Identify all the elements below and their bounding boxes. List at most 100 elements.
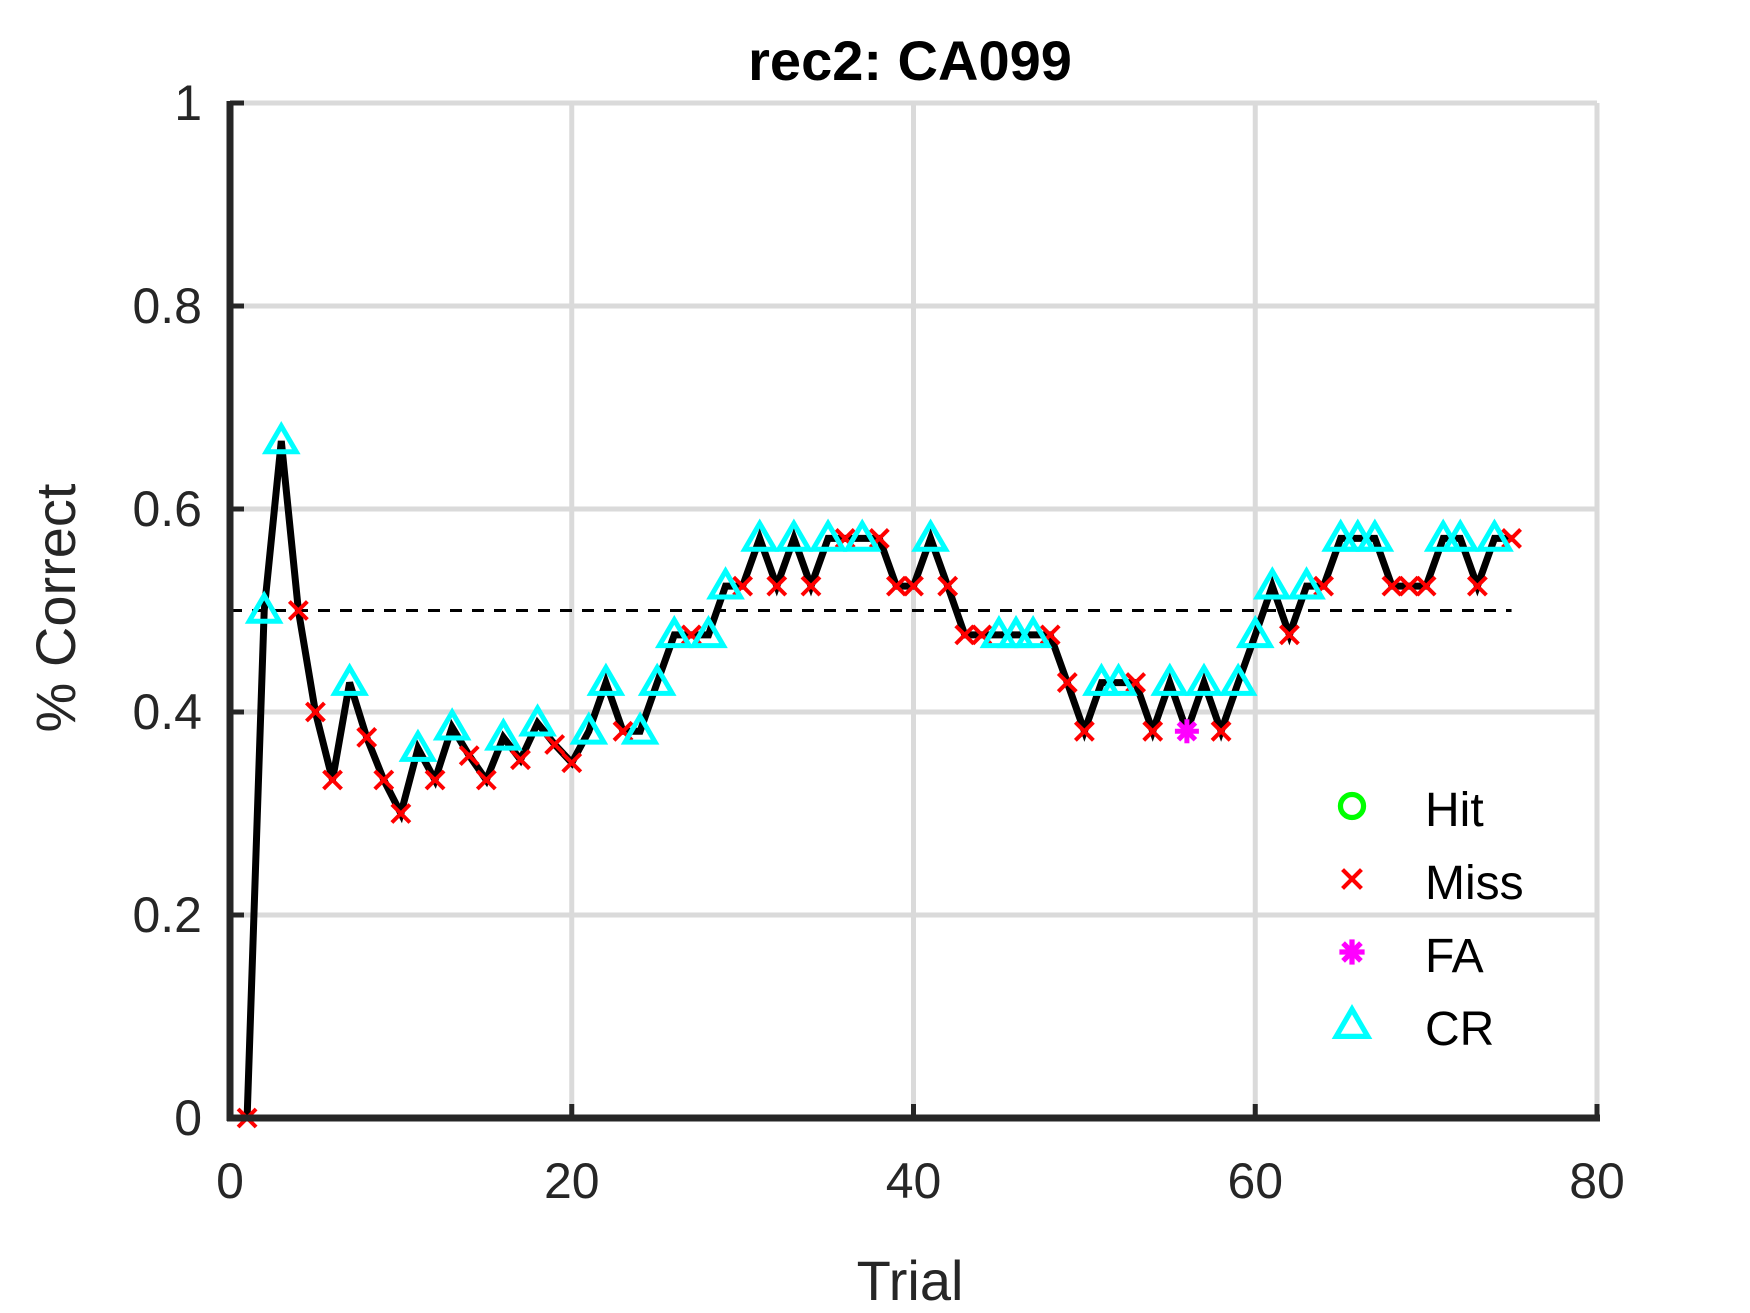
miss-marker-stroke-b <box>971 624 993 646</box>
miss-marker-stroke-b <box>322 769 343 791</box>
x-axis-label: Trial <box>857 1249 964 1312</box>
miss-marker <box>458 745 480 767</box>
miss-marker <box>1341 868 1363 890</box>
miss-marker-stroke-b <box>1073 720 1095 742</box>
cr-marker <box>1099 662 1138 696</box>
miss-marker <box>356 726 378 748</box>
miss-marker-stroke-b <box>544 734 566 755</box>
miss-marker-stroke-b <box>612 720 634 742</box>
cr-marker <box>330 662 369 696</box>
cr-marker <box>706 566 745 600</box>
miss-marker-stroke-b <box>1341 868 1363 890</box>
miss-marker-stroke-b <box>458 745 480 767</box>
cr-marker <box>740 518 780 552</box>
miss-marker-stroke-b <box>1142 720 1164 742</box>
miss-marker-stroke-b <box>885 575 907 597</box>
miss-marker <box>903 575 924 597</box>
miss-marker <box>544 734 566 755</box>
chart-title: rec2: CA099 <box>748 29 1072 92</box>
miss-marker <box>373 769 395 791</box>
miss-marker <box>390 803 412 824</box>
legend: Hit Miss FA CR <box>1331 784 1524 1056</box>
cr-marker <box>911 518 950 552</box>
cr-marker <box>244 590 284 624</box>
cr-marker <box>1013 614 1053 649</box>
cr-marker <box>842 518 882 552</box>
miss-marker-stroke-b <box>1415 575 1437 597</box>
miss-marker <box>322 769 343 791</box>
miss-marker-stroke-b <box>424 769 446 791</box>
x-tick-label: 60 <box>1227 1153 1283 1209</box>
miss-marker-stroke-b <box>1210 720 1232 742</box>
cr-marker <box>1235 614 1275 649</box>
cr-marker <box>808 518 848 552</box>
miss-marker <box>800 575 822 597</box>
miss-marker-stroke-b <box>954 624 976 646</box>
miss-marker <box>1073 720 1095 742</box>
x-tick-label: 40 <box>886 1153 942 1209</box>
miss-marker-stroke-b <box>475 769 497 791</box>
miss-marker <box>1398 575 1420 597</box>
cr-marker <box>1218 662 1258 696</box>
axes-group <box>226 100 1600 1122</box>
cr-marker <box>1475 518 1514 552</box>
legend-label-miss: Miss <box>1425 857 1524 910</box>
miss-marker <box>1466 575 1488 597</box>
miss-marker <box>1142 720 1164 742</box>
legend-label-hit: Hit <box>1425 784 1484 837</box>
x-tick-label: 80 <box>1569 1153 1625 1209</box>
miss-marker-stroke-b <box>373 769 395 791</box>
x-tick-label: 20 <box>544 1153 600 1209</box>
miss-marker-stroke-b <box>800 575 822 597</box>
miss-marker-stroke-b <box>356 726 378 748</box>
miss-marker <box>766 575 788 597</box>
y-tick-label: 0.2 <box>132 887 202 943</box>
cr-marker <box>1440 518 1480 552</box>
miss-marker-stroke-b <box>1466 575 1488 597</box>
miss-marker-stroke-b <box>305 701 326 723</box>
y-tick-label: 0 <box>174 1090 202 1146</box>
tick-labels-group: 0 20 40 60 80 0 0.2 0.4 0.6 0.8 1 <box>132 75 1624 1209</box>
cr-marker <box>586 662 626 696</box>
cr-marker <box>398 728 438 762</box>
legend-label-cr: CR <box>1425 1003 1494 1056</box>
miss-marker <box>937 575 959 597</box>
cr-marker <box>1331 1004 1373 1039</box>
miss-marker-stroke-b <box>390 803 412 824</box>
miss-marker-stroke-b <box>937 575 959 597</box>
miss-marker-stroke-b <box>561 752 583 774</box>
miss-marker <box>1210 720 1232 742</box>
fa-marker-core <box>1345 945 1359 959</box>
miss-marker <box>1415 575 1437 597</box>
legend-label-fa: FA <box>1425 930 1484 983</box>
miss-marker-stroke-b <box>1398 575 1420 597</box>
y-tick-label: 0.4 <box>132 684 202 740</box>
miss-marker <box>954 624 976 646</box>
miss-marker-stroke-b <box>1056 672 1078 693</box>
miss-marker-stroke-b <box>1279 624 1300 646</box>
miss-marker-stroke-b <box>287 600 309 621</box>
miss-marker <box>1279 624 1300 646</box>
miss-marker-stroke-b <box>1381 575 1403 597</box>
cr-marker <box>620 711 660 745</box>
cr-marker <box>1150 662 1190 696</box>
cr-marker <box>1287 566 1326 600</box>
cr-marker <box>1252 566 1292 600</box>
miss-marker-stroke-b <box>766 575 788 597</box>
y-tick-label: 0.8 <box>132 278 202 334</box>
miss-marker <box>510 749 531 771</box>
y-tick-label: 1 <box>174 75 202 131</box>
cr-marker <box>689 614 728 649</box>
cr-marker <box>518 703 557 737</box>
cr-marker <box>637 662 677 696</box>
cr-marker <box>432 707 472 741</box>
cr-marker <box>654 614 694 649</box>
cr-marker <box>1184 662 1224 696</box>
hit-marker <box>1337 791 1367 821</box>
markers-group <box>236 421 1522 1129</box>
fa-marker <box>1174 719 1199 744</box>
miss-marker <box>424 769 446 791</box>
cr-marker <box>774 518 814 552</box>
cr-marker <box>1355 518 1395 552</box>
